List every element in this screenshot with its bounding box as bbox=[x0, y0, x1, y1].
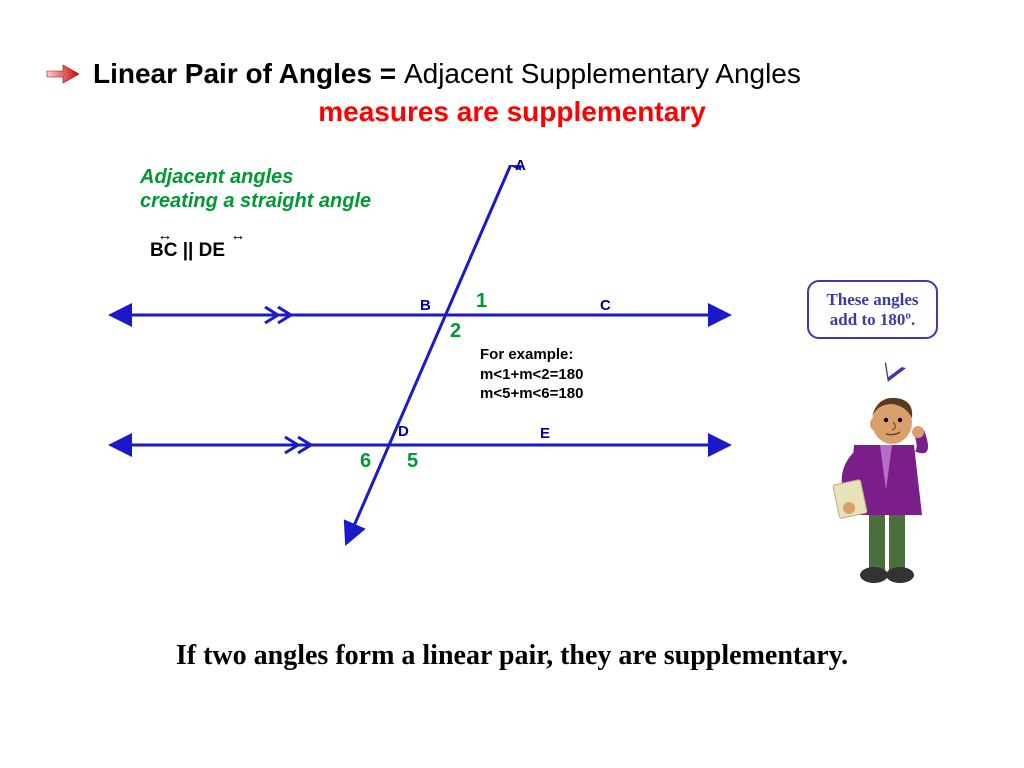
bottom-statement: If two angles form a linear pair, they a… bbox=[0, 640, 1024, 672]
point-E: E bbox=[540, 425, 550, 442]
teacher-character-icon bbox=[814, 390, 954, 590]
title-rest: Adjacent Supplementary Angles bbox=[404, 58, 801, 89]
title-bold: Linear Pair of Angles = bbox=[93, 58, 404, 89]
speech-bubble: These angles add to 180º. bbox=[807, 280, 938, 339]
bullet-arrow-icon bbox=[45, 61, 81, 87]
point-B: B bbox=[420, 297, 431, 314]
diagram-svg bbox=[100, 165, 750, 555]
example-line1: For example: bbox=[480, 345, 583, 365]
page-title: Linear Pair of Angles = Adjacent Supplem… bbox=[93, 58, 801, 90]
title-row: Linear Pair of Angles = Adjacent Supplem… bbox=[45, 58, 801, 90]
point-A: A bbox=[515, 157, 526, 174]
subtitle: measures are supplementary bbox=[0, 96, 1024, 128]
example-line3: m<5+m<6=180 bbox=[480, 384, 583, 404]
linear-pair-diagram: Adjacent angles creating a straight angl… bbox=[100, 165, 750, 555]
example-text: For example: m<1+m<2=180 m<5+m<6=180 bbox=[480, 345, 583, 404]
angle-1: 1 bbox=[476, 290, 487, 313]
angle-2: 2 bbox=[450, 320, 461, 343]
example-line2: m<1+m<2=180 bbox=[480, 365, 583, 385]
point-D: D bbox=[398, 423, 409, 440]
angle-5: 5 bbox=[407, 450, 418, 473]
angle-6: 6 bbox=[360, 450, 371, 473]
point-C: C bbox=[600, 297, 611, 314]
